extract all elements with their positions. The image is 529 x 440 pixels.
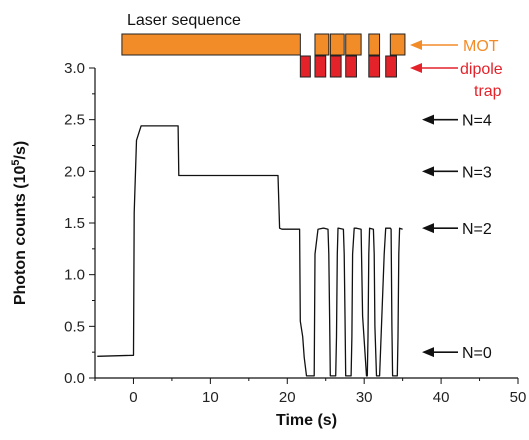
mot-pulse [329, 33, 345, 56]
y-axis-title-main: Photon counts (10 [12, 166, 29, 306]
y-tick-label: 0.5 [64, 318, 85, 335]
level-arrow-head [422, 166, 434, 177]
level-label: N=0 [462, 345, 492, 362]
photon-count-trace [97, 125, 403, 377]
x-tick-label: 0 [129, 389, 137, 406]
dipole-trap-pulse [368, 55, 381, 78]
x-axis-title: Time (s) [276, 412, 337, 429]
level-label: N=2 [462, 221, 492, 238]
x-tick-label: 30 [356, 389, 373, 406]
y-axis-title: Photon counts (105/s) [10, 141, 29, 305]
mot-pulse [345, 33, 362, 56]
mot-arrow-head [410, 40, 422, 50]
mot-pulse [121, 33, 301, 56]
dipole-label: dipole [460, 61, 503, 78]
dipole-arrow-head [410, 63, 422, 73]
x-tick-label: 50 [510, 389, 527, 406]
laser-sequence-title: Laser sequence [127, 12, 241, 29]
level-label: N=4 [462, 113, 492, 130]
dipole-trap-pulse [345, 55, 357, 78]
dipole-trap-pulse [385, 55, 397, 78]
y-tick-label: 2.5 [64, 112, 85, 129]
mot-label: MOT [463, 38, 499, 55]
level-arrow-head [422, 347, 434, 358]
y-axis-title-superscript: 5 [10, 159, 22, 165]
x-tick-label: 40 [433, 389, 450, 406]
dipole-trap-pulse [329, 55, 342, 78]
axes: 0 10 20 30 40 50 0.0 0.5 1.0 1.5 2.0 2.5 3.0 Time (s)… [10, 60, 526, 429]
y-tick-label: 2.0 [64, 163, 85, 180]
mot-pulse [368, 33, 381, 56]
x-tick-label: 20 [279, 389, 296, 406]
mot-pulse [389, 33, 406, 56]
y-tick-label: 0.0 [64, 370, 85, 387]
y-axis-title-tail: /s) [12, 141, 29, 160]
laser-sequence-diagram: Laser sequence MOT dipole trap [121, 12, 503, 100]
level-arrow-head [422, 223, 434, 234]
level-labels: N=4 N=3 N=2 N=0 [422, 113, 492, 362]
x-tick-label: 10 [202, 389, 219, 406]
y-tick-label: 3.0 [64, 60, 85, 77]
dipole-trap-pulse [299, 55, 311, 78]
level-arrow-head [422, 114, 434, 125]
y-tick-label: 1.0 [64, 267, 85, 284]
trap-label: trap [474, 83, 502, 100]
y-tick-label: 1.5 [64, 215, 85, 232]
level-label: N=3 [462, 164, 492, 181]
dipole-trap-pulse [314, 55, 327, 78]
mot-pulse [314, 33, 330, 56]
plot-area [97, 125, 403, 377]
